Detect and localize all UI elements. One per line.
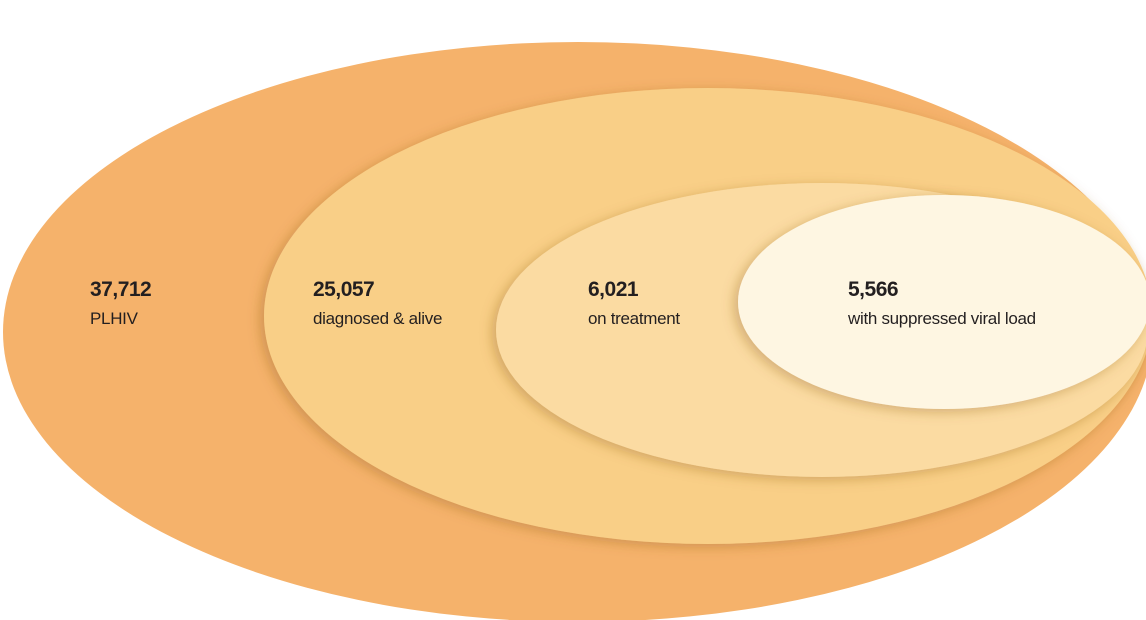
node-value: 6,021 <box>588 278 639 301</box>
node-label: with suppressed viral load <box>847 309 1036 328</box>
node-value: 5,566 <box>848 278 898 301</box>
node-value: 37,712 <box>90 278 151 301</box>
node-value: 25,057 <box>313 278 374 301</box>
node-label: on treatment <box>588 309 680 328</box>
node-label: PLHIV <box>90 309 139 328</box>
node-label: diagnosed & alive <box>313 309 442 328</box>
ellipse-suppressed <box>738 195 1146 409</box>
